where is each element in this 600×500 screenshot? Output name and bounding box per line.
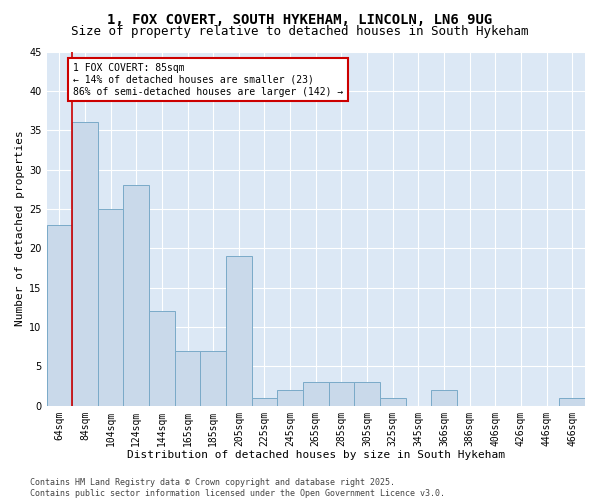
Bar [354,382,380,406]
Bar [124,186,149,406]
Bar [72,122,98,406]
Text: Contains HM Land Registry data © Crown copyright and database right 2025.
Contai: Contains HM Land Registry data © Crown c… [30,478,445,498]
Text: 1 FOX COVERT: 85sqm
← 14% of detached houses are smaller (23)
86% of semi-detach: 1 FOX COVERT: 85sqm ← 14% of detached ho… [73,64,343,96]
Bar [200,350,226,406]
Bar [251,398,277,406]
Bar [329,382,354,406]
Bar [98,209,124,406]
X-axis label: Distribution of detached houses by size in South Hykeham: Distribution of detached houses by size … [127,450,505,460]
Bar [380,398,406,406]
Bar [226,256,251,406]
Bar [149,312,175,406]
Bar [47,224,72,406]
Bar [559,398,585,406]
Bar [303,382,329,406]
Bar [277,390,303,406]
Text: 1, FOX COVERT, SOUTH HYKEHAM, LINCOLN, LN6 9UG: 1, FOX COVERT, SOUTH HYKEHAM, LINCOLN, L… [107,12,493,26]
Y-axis label: Number of detached properties: Number of detached properties [15,130,25,326]
Bar [431,390,457,406]
Bar [175,350,200,406]
Text: Size of property relative to detached houses in South Hykeham: Size of property relative to detached ho… [71,25,529,38]
